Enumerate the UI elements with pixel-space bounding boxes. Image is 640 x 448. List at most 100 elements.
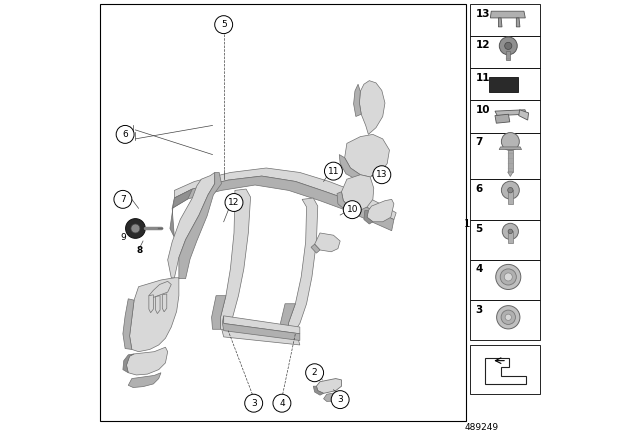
Circle shape [273, 394, 291, 412]
Polygon shape [499, 147, 522, 150]
Circle shape [501, 181, 519, 199]
Polygon shape [519, 110, 529, 120]
Polygon shape [224, 316, 300, 334]
Circle shape [508, 187, 513, 193]
Circle shape [499, 37, 517, 55]
Text: 1: 1 [463, 219, 470, 229]
Polygon shape [212, 296, 226, 329]
Circle shape [497, 306, 520, 329]
Polygon shape [345, 134, 389, 177]
Circle shape [332, 391, 349, 409]
Circle shape [306, 364, 324, 382]
FancyBboxPatch shape [508, 190, 513, 204]
Polygon shape [174, 168, 396, 220]
Circle shape [501, 310, 515, 324]
Circle shape [373, 166, 391, 184]
Polygon shape [163, 294, 167, 312]
Circle shape [508, 229, 513, 234]
Text: 6: 6 [476, 184, 483, 194]
Circle shape [501, 133, 519, 151]
FancyBboxPatch shape [490, 77, 518, 92]
Polygon shape [311, 244, 320, 253]
Text: 3: 3 [251, 399, 257, 408]
Text: 13: 13 [476, 9, 490, 19]
Text: 2: 2 [312, 368, 317, 377]
Text: 12: 12 [476, 40, 490, 50]
Polygon shape [367, 199, 394, 222]
Text: 10: 10 [476, 105, 490, 115]
Polygon shape [123, 299, 134, 349]
Text: 4: 4 [279, 399, 285, 408]
Text: 10: 10 [346, 205, 358, 214]
Circle shape [215, 16, 233, 34]
Polygon shape [127, 347, 168, 375]
Text: 12: 12 [228, 198, 239, 207]
Circle shape [324, 162, 342, 180]
Polygon shape [314, 386, 324, 395]
Polygon shape [168, 172, 215, 278]
Polygon shape [179, 172, 221, 279]
Text: 11: 11 [328, 167, 339, 176]
Polygon shape [149, 295, 154, 313]
Text: 4: 4 [476, 264, 483, 274]
Circle shape [496, 264, 521, 289]
Polygon shape [130, 278, 179, 352]
Text: 13: 13 [376, 170, 388, 179]
FancyBboxPatch shape [470, 220, 540, 260]
Circle shape [116, 125, 134, 143]
Text: 11: 11 [476, 73, 490, 82]
Polygon shape [149, 281, 172, 298]
Polygon shape [221, 189, 251, 329]
FancyBboxPatch shape [470, 300, 540, 340]
FancyBboxPatch shape [470, 179, 540, 220]
Polygon shape [353, 84, 361, 116]
FancyBboxPatch shape [508, 231, 513, 243]
Circle shape [505, 42, 512, 49]
Polygon shape [288, 198, 317, 334]
Polygon shape [490, 11, 525, 18]
FancyBboxPatch shape [470, 260, 540, 300]
FancyBboxPatch shape [470, 68, 540, 100]
Polygon shape [360, 81, 385, 134]
Text: 3: 3 [337, 395, 343, 404]
Polygon shape [364, 211, 373, 224]
Circle shape [505, 314, 511, 320]
Text: 7: 7 [120, 195, 125, 204]
Polygon shape [339, 155, 360, 179]
Circle shape [500, 269, 516, 285]
Polygon shape [495, 110, 526, 116]
Circle shape [225, 194, 243, 211]
FancyBboxPatch shape [470, 100, 540, 133]
Polygon shape [222, 316, 300, 340]
Text: 8: 8 [137, 246, 143, 255]
Polygon shape [156, 296, 160, 314]
Circle shape [343, 201, 361, 219]
FancyBboxPatch shape [470, 345, 540, 394]
Circle shape [502, 224, 518, 239]
Polygon shape [280, 304, 296, 334]
Polygon shape [516, 18, 520, 27]
Polygon shape [342, 175, 374, 211]
Polygon shape [170, 189, 192, 237]
Polygon shape [221, 328, 300, 345]
Polygon shape [508, 172, 513, 177]
FancyBboxPatch shape [470, 133, 540, 179]
Polygon shape [324, 392, 342, 401]
Text: 489249: 489249 [464, 423, 499, 432]
Polygon shape [495, 114, 510, 123]
Circle shape [244, 394, 262, 412]
Circle shape [131, 224, 140, 233]
Text: 5: 5 [221, 20, 227, 29]
Text: 5: 5 [476, 224, 483, 234]
Text: 9: 9 [120, 233, 125, 242]
Circle shape [504, 273, 512, 281]
FancyBboxPatch shape [470, 36, 540, 68]
Circle shape [125, 219, 145, 238]
FancyBboxPatch shape [470, 4, 540, 36]
Text: 3: 3 [476, 305, 483, 314]
FancyBboxPatch shape [508, 150, 513, 172]
FancyBboxPatch shape [100, 4, 466, 421]
Polygon shape [499, 18, 502, 27]
Polygon shape [123, 354, 134, 373]
Text: 7: 7 [476, 137, 483, 147]
